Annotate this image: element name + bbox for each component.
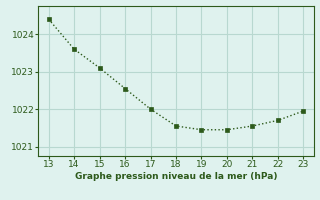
- X-axis label: Graphe pression niveau de la mer (hPa): Graphe pression niveau de la mer (hPa): [75, 172, 277, 181]
